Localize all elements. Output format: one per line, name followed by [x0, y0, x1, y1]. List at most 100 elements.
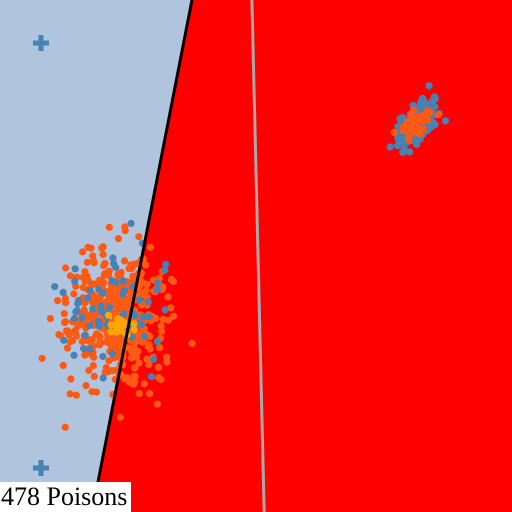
data-point [421, 112, 429, 120]
data-point [107, 321, 115, 329]
data-point [425, 82, 433, 90]
data-point [116, 413, 124, 421]
data-point [67, 375, 75, 383]
data-point [116, 335, 125, 343]
data-point [130, 364, 138, 372]
data-point [86, 321, 94, 329]
data-point [62, 264, 70, 272]
data-point [78, 337, 86, 345]
data-point [88, 351, 96, 359]
data-point [119, 310, 128, 318]
data-point [115, 272, 123, 280]
data-point [105, 223, 113, 231]
data-point [108, 350, 116, 358]
data-point [420, 97, 428, 106]
data-point [117, 316, 125, 324]
data-point [135, 233, 143, 241]
data-point [123, 373, 131, 382]
data-point [63, 344, 71, 352]
data-point [60, 336, 68, 344]
data-point [55, 331, 63, 339]
data-point [188, 339, 196, 347]
data-point [75, 296, 83, 305]
data-point [86, 345, 94, 353]
data-point [81, 274, 89, 282]
data-point [51, 283, 59, 291]
data-point [64, 327, 72, 335]
data-point [135, 390, 143, 398]
data-point [95, 285, 103, 293]
data-point [89, 252, 97, 260]
data-point [147, 373, 156, 381]
data-point [102, 269, 110, 278]
data-point [110, 260, 118, 268]
data-point [119, 290, 127, 298]
data-point [156, 344, 164, 352]
plus-marker-icon [32, 35, 49, 52]
data-point [127, 346, 135, 354]
data-point [108, 367, 116, 375]
data-point [140, 313, 148, 321]
data-point [82, 382, 90, 390]
data-point [413, 140, 421, 149]
data-point [431, 95, 439, 103]
data-point [136, 296, 144, 304]
data-point [114, 235, 122, 243]
data-point [130, 320, 138, 328]
data-point [71, 277, 79, 285]
data-point [119, 300, 127, 308]
data-point [46, 315, 55, 323]
data-point [414, 114, 422, 123]
data-point [406, 148, 414, 156]
data-point [81, 331, 89, 339]
data-point [66, 338, 74, 346]
data-point [386, 143, 394, 151]
data-point [146, 390, 154, 398]
data-point [71, 327, 79, 335]
data-point [112, 278, 120, 286]
data-point [59, 361, 67, 369]
data-point [71, 265, 79, 273]
data-point [145, 313, 153, 321]
data-point [121, 257, 129, 265]
data-point [113, 324, 121, 332]
data-point [89, 362, 97, 370]
data-point [107, 328, 115, 336]
data-point [83, 258, 91, 266]
data-point [158, 327, 166, 336]
poison-count-caption: 478 Poisons [0, 482, 132, 512]
data-point [60, 310, 68, 318]
poisoned-decision-boundary [90, 0, 194, 512]
data-point [78, 314, 86, 322]
data-point [131, 260, 139, 268]
data-point [80, 344, 88, 353]
data-point [399, 123, 407, 131]
data-point [81, 268, 89, 276]
data-point [119, 277, 127, 285]
data-point [169, 277, 178, 286]
data-point [406, 129, 414, 137]
data-point [169, 312, 178, 320]
data-point [92, 388, 101, 396]
data-point [164, 316, 172, 324]
data-point [106, 303, 114, 312]
data-point [155, 374, 163, 382]
plus-marker-icon [32, 459, 49, 476]
data-point [79, 248, 87, 256]
data-point [99, 243, 107, 251]
data-point [99, 250, 107, 259]
data-point [61, 423, 69, 431]
data-point [99, 352, 107, 361]
data-point [97, 302, 105, 310]
data-point [161, 306, 169, 314]
data-point [84, 294, 92, 302]
data-point [146, 243, 155, 251]
data-point [61, 318, 69, 327]
data-point [99, 374, 107, 382]
data-point [88, 336, 96, 344]
data-point [146, 332, 154, 341]
data-point [153, 286, 161, 294]
data-point [130, 326, 138, 334]
data-point [89, 305, 97, 313]
